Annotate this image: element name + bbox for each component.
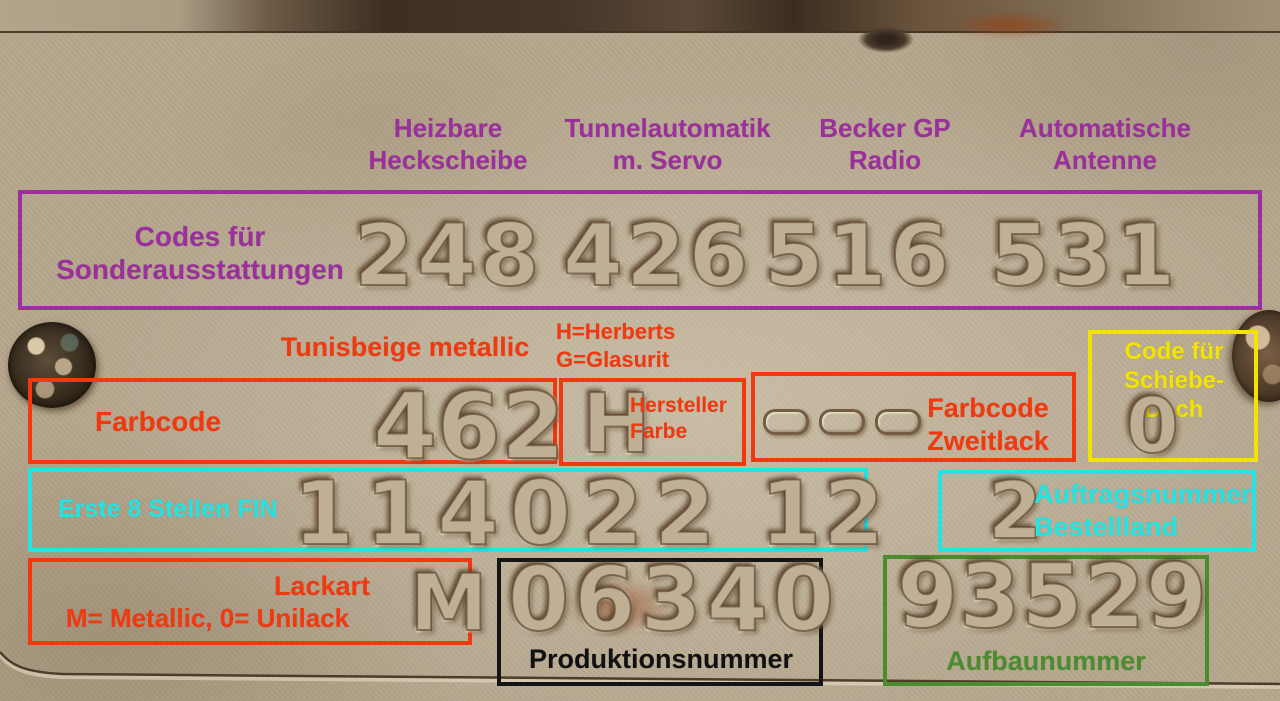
rust-stain-on-digits xyxy=(545,568,695,643)
dash-stamp xyxy=(875,409,921,435)
dash-stamp xyxy=(819,409,865,435)
farbcode-label: Farbcode xyxy=(95,406,222,437)
stamped-code-516: 516 xyxy=(763,206,953,306)
options-box-label: Codes für Sonderausstattungen xyxy=(56,221,344,285)
stamped-order-2: 2 xyxy=(987,467,1043,557)
plate-bottom-edge xyxy=(0,651,1280,689)
lackart-title: Lackart xyxy=(273,571,370,601)
paint-color-name-label: Tunisbeige metallic xyxy=(280,332,530,362)
aufbaunummer-label: Aufbaunummer xyxy=(946,646,1146,676)
hersteller-box xyxy=(559,378,746,466)
stamped-produktionsnummer-06340: 06340 xyxy=(507,548,840,651)
stamped-lackart-M: M xyxy=(409,559,489,649)
stamped-hersteller-H: H xyxy=(581,377,652,472)
option-label-heizbare-heckscheibe: Heizbare Heckscheibe xyxy=(368,113,528,175)
stamped-fin-12: 12 xyxy=(759,462,887,565)
zweitlack-box xyxy=(751,372,1076,462)
option-label-tunnelautomatik: Tunnelautomatik m. Servo xyxy=(564,113,771,175)
lackart-legend: M= Metallic, 0= Unilack xyxy=(65,603,350,633)
options-codes-box xyxy=(18,190,1262,310)
rust-stain xyxy=(930,8,1090,42)
stamped-sunroof-0: 0 xyxy=(1125,381,1180,470)
zweitlack-label: Farbcode Zweitlack xyxy=(927,393,1049,456)
fin-box xyxy=(28,468,868,552)
hersteller-label: Hersteller Farbe xyxy=(630,394,727,443)
stamped-code-248: 248 xyxy=(353,206,543,306)
order-number-box xyxy=(938,470,1256,552)
order-number-label: Auftragsnummer Bestellland xyxy=(1034,479,1252,542)
dash-stamp xyxy=(763,409,809,435)
produktionsnummer-label: Produktionsnummer xyxy=(528,644,794,674)
sunroof-code-box xyxy=(1088,330,1258,462)
lackart-box xyxy=(28,558,472,645)
produktionsnummer-box xyxy=(497,558,823,686)
option-label-automatische-antenne: Automatische Antenne xyxy=(1019,113,1191,175)
stamped-code-531: 531 xyxy=(989,206,1179,306)
stamped-dashes-zweitlack xyxy=(763,409,931,440)
paint-manufacturer-key-label: H=Herberts G=Glasurit xyxy=(556,319,676,372)
stamped-aufbaunummer-93529: 93529 xyxy=(896,545,1209,648)
fin-label: Erste 8 Stellen FIN xyxy=(58,495,278,523)
farbcode-box xyxy=(28,378,557,464)
stamped-fin-114022: 114022 xyxy=(292,462,727,565)
stamped-code-426: 426 xyxy=(562,206,752,306)
stamped-farbcode-462: 462 xyxy=(372,373,566,480)
sunroof-code-label: Code für Schiebe- Dach xyxy=(1123,338,1225,423)
aufbaunummer-box xyxy=(883,555,1209,686)
screw-left xyxy=(8,322,96,408)
plate-chip-mark xyxy=(858,26,914,53)
option-label-becker-gp-radio: Becker GP Radio xyxy=(819,113,951,175)
